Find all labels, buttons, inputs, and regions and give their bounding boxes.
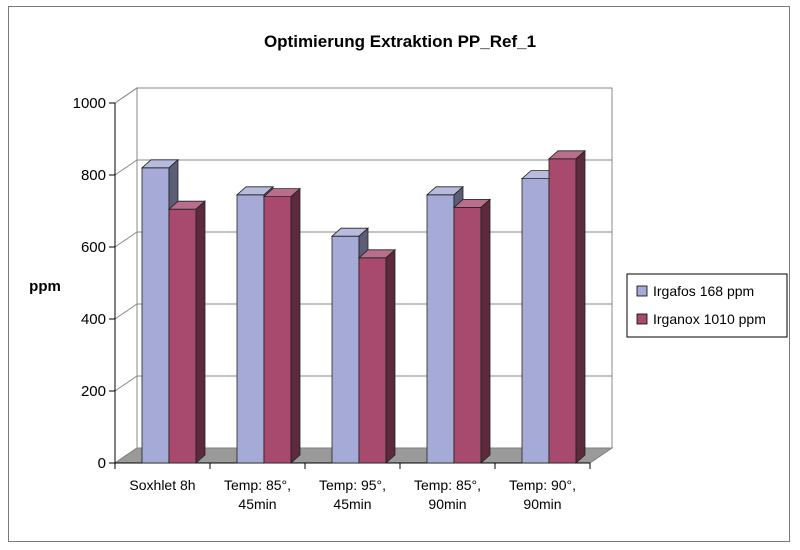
bar <box>262 187 302 464</box>
bar-front <box>548 158 577 464</box>
x-tick-labels: Soxhlet 8h Temp: 85°, 45min Temp: 95°, 45min… <box>129 477 576 512</box>
bar-front <box>141 167 170 464</box>
bar-front <box>263 196 292 464</box>
legend-box <box>626 273 788 338</box>
x-tick-label: Soxhlet 8h <box>129 477 195 493</box>
y-axis-label: ppm <box>29 278 61 295</box>
bars <box>140 149 587 464</box>
bar <box>167 200 207 464</box>
y-tick-labels: 0 200 400 600 800 1000 <box>73 95 106 472</box>
y-tick-label: 1000 <box>73 95 106 112</box>
x-tick-label: Temp: 95°, 45min <box>319 477 386 512</box>
y-tick-label: 800 <box>81 167 106 184</box>
x-tick-label-line: Soxhlet 8h <box>129 477 195 493</box>
y-tick-label: 0 <box>98 455 106 472</box>
side-wall <box>114 87 138 464</box>
bar <box>547 149 587 464</box>
y-tick-label: 200 <box>81 383 106 400</box>
x-tick-label-line: Temp: 95°, <box>319 477 386 493</box>
bar-side <box>575 149 586 464</box>
bar-side <box>385 248 396 464</box>
x-tick-label-line: Temp: 85°, <box>224 477 291 493</box>
x-tick-label: Temp: 85°, 90min <box>414 477 481 512</box>
bar-side <box>480 198 491 464</box>
bar-front <box>426 194 455 464</box>
bar <box>357 248 397 464</box>
chart-title: Optimierung Extraktion PP_Ref_1 <box>264 32 536 51</box>
gridline <box>114 87 612 104</box>
gridline <box>114 159 612 176</box>
bar <box>452 198 492 464</box>
bar-side <box>195 200 206 464</box>
bar-front <box>453 206 482 464</box>
x-tick-label-line: 45min <box>238 496 276 512</box>
x-tick-label-line: Temp: 90°, <box>509 477 576 493</box>
legend-swatch <box>636 313 648 325</box>
bar-side <box>290 187 301 464</box>
legend-label: Irganox 1010 ppm <box>653 311 766 327</box>
bar-front <box>331 235 360 464</box>
x-tick-label: Temp: 85°, 45min <box>224 477 291 512</box>
x-tick-label-line: 90min <box>523 496 561 512</box>
bar-front <box>521 178 550 464</box>
legend-swatch <box>636 285 648 297</box>
x-tick-label: Temp: 90°, 90min <box>509 477 576 512</box>
bar-front <box>358 257 387 464</box>
x-tick-label-line: 45min <box>333 496 371 512</box>
legend: Irgafos 168 ppm Irganox 1010 ppm <box>626 273 788 338</box>
y-tick-label: 400 <box>81 311 106 328</box>
bar-front <box>168 208 197 464</box>
y-tick-label: 600 <box>81 239 106 256</box>
x-tick-label-line: 90min <box>428 496 466 512</box>
legend-label: Irgafos 168 ppm <box>653 283 754 299</box>
bar-front <box>236 194 265 464</box>
x-tick-label-line: Temp: 85°, <box>414 477 481 493</box>
